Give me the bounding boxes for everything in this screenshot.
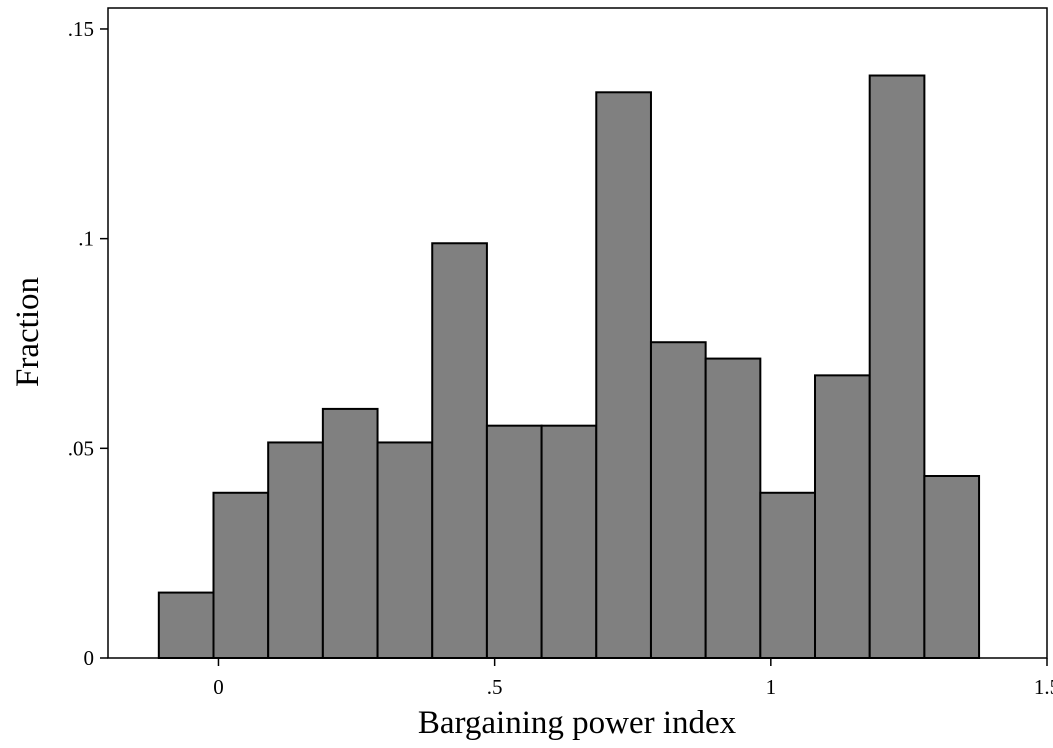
- x-tick-label: 0: [213, 675, 224, 699]
- x-axis-ticks: 0 .5 1 1.5: [213, 658, 1053, 699]
- x-tick-label: .5: [487, 675, 503, 699]
- histogram-bar: [267, 441, 324, 659]
- histogram-bar: [649, 341, 707, 659]
- histogram-bar: [212, 491, 270, 659]
- histogram-bar: [759, 491, 817, 659]
- histogram-bar: [595, 91, 652, 659]
- histogram-bar: [540, 424, 598, 660]
- x-tick-label: 1.5: [1034, 675, 1053, 699]
- histogram-bar: [321, 407, 379, 659]
- x-axis-title: Bargaining power index: [418, 705, 737, 741]
- y-tick-label: 0: [84, 646, 95, 670]
- y-axis-ticks: 0 .05 .1 .15: [68, 17, 108, 670]
- bars-group: [157, 74, 981, 660]
- histogram-bar: [431, 242, 488, 660]
- y-tick-label: .1: [78, 227, 94, 251]
- y-tick-label: .05: [68, 436, 94, 460]
- histogram-bar: [814, 374, 871, 659]
- y-axis-title: Fraction: [10, 277, 46, 387]
- histogram-bar: [376, 441, 434, 659]
- y-tick-label: .15: [68, 17, 94, 41]
- histogram-bar: [868, 74, 926, 660]
- histogram-bar: [704, 357, 762, 659]
- histogram-bar: [157, 591, 215, 659]
- histogram-bar: [923, 475, 981, 659]
- histogram-bar: [485, 424, 543, 660]
- x-tick-label: 1: [766, 675, 777, 699]
